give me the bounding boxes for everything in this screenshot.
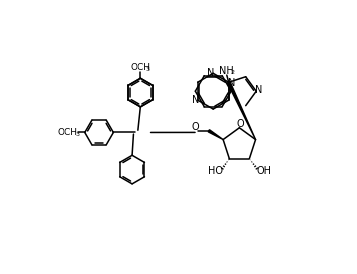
Text: HO: HO	[207, 166, 222, 176]
Text: 3: 3	[146, 67, 150, 72]
Text: N: N	[255, 85, 262, 95]
Text: 3: 3	[75, 132, 79, 138]
Polygon shape	[227, 82, 256, 139]
Text: 2: 2	[231, 70, 235, 75]
Text: N: N	[228, 78, 235, 88]
Text: OCH: OCH	[130, 63, 150, 72]
Polygon shape	[208, 130, 223, 139]
Text: O: O	[236, 119, 244, 129]
Text: NH: NH	[220, 66, 234, 76]
Text: N: N	[207, 68, 215, 78]
Text: OH: OH	[256, 166, 271, 176]
Text: N: N	[192, 95, 199, 105]
Text: O: O	[192, 122, 200, 132]
Text: OCH: OCH	[58, 128, 78, 137]
